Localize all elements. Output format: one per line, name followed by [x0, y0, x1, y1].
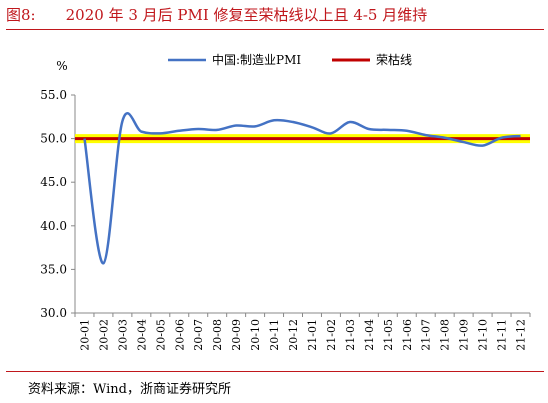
chart-legend: 中国:制造业PMI 荣枯线	[168, 52, 412, 67]
figure-label: 图8:	[6, 6, 36, 24]
source-note: 资料来源：Wind，浙商证券研究所	[28, 382, 231, 397]
x-tick-label: 20-11	[268, 319, 281, 351]
y-tick-label: 45.0	[40, 175, 67, 189]
x-tick-label: 20-04	[135, 319, 148, 351]
x-tick-label: 20-10	[249, 319, 262, 351]
y-tick-label: 30.0	[40, 306, 67, 320]
x-tick-label: 20-01	[78, 319, 91, 351]
title-rule	[6, 29, 544, 30]
x-axis: 20-01 20-02 20-03 20-04 20-05 20-06 20-07 20-08…	[74, 312, 531, 351]
x-tick-label: 20-03	[116, 319, 129, 351]
legend-label-pmi: 中国:制造业PMI	[212, 52, 301, 67]
y-tick-label: 50.0	[40, 132, 67, 146]
x-tick-label: 21-06	[401, 319, 414, 351]
source-rule	[6, 371, 544, 372]
y-tick-label: 35.0	[40, 262, 67, 276]
y-axis: 30.0 35.0 40.0 45.0 50.0 55.0	[40, 88, 76, 320]
x-tick-label: 21-11	[496, 319, 509, 351]
x-tick-label: 21-03	[344, 319, 357, 351]
x-tick-label: 21-09	[458, 319, 471, 351]
x-tick-label: 21-05	[382, 319, 395, 351]
legend-label-荣枯线: 荣枯线	[376, 52, 412, 67]
x-tick-label: 21-01	[306, 319, 319, 351]
y-tick-label: 55.0	[40, 88, 67, 102]
x-tick-label: 20-09	[230, 319, 243, 351]
x-tick-label: 21-08	[439, 319, 452, 351]
figure-title: 图8: 2020 年 3 月后 PMI 修复至荣枯线以上且 4-5 月维持	[6, 4, 427, 25]
pmi-line-chart: % 中国:制造业PMI 荣枯线 30.035.040.045.050.055.0 …	[40, 52, 531, 351]
x-tick-label: 20-02	[97, 319, 110, 351]
y-axis-unit-label: %	[56, 59, 67, 73]
y-tick-label: 40.0	[40, 219, 67, 233]
x-tick-label: 20-05	[154, 319, 167, 351]
plot-area	[75, 112, 530, 265]
x-tick-label: 21-02	[325, 319, 338, 351]
x-tick-label: 21-12	[515, 319, 528, 351]
x-tick-label: 21-07	[420, 319, 433, 351]
x-tick-label: 21-10	[477, 319, 490, 351]
x-tick-label: 20-12	[287, 319, 300, 351]
x-tick-label: 20-06	[173, 319, 186, 351]
x-tick-label: 20-07	[192, 319, 205, 351]
figure-title-text: 2020 年 3 月后 PMI 修复至荣枯线以上且 4-5 月维持	[65, 6, 428, 24]
x-tick-label: 20-08	[211, 319, 224, 351]
x-tick-label: 21-04	[363, 319, 376, 351]
